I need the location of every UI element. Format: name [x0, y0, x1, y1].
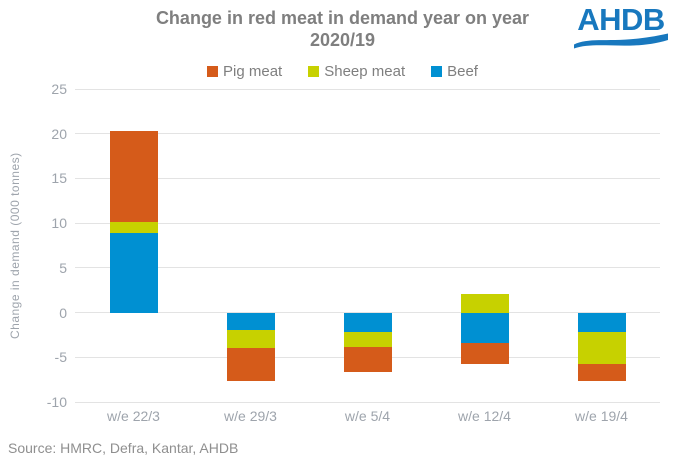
chart-title: Change in red meat in demand year on yea…	[60, 8, 625, 52]
bar-segment-sheep-meat	[577, 332, 626, 364]
legend-item-sheep-meat: Sheep meat	[308, 63, 405, 80]
x-tick-label: w/e 29/3	[224, 408, 277, 424]
y-tick-label: 15	[51, 170, 67, 187]
bar-segment-pig-meat	[109, 131, 158, 223]
legend-swatch-pig-meat	[207, 65, 219, 77]
bar-segment-sheep-meat	[226, 330, 275, 349]
y-tick-label: 5	[59, 259, 67, 276]
x-tick-label: w/e 19/4	[575, 408, 628, 424]
ahdb-logo: AHDB	[571, 4, 671, 50]
y-tick-label: 25	[51, 81, 67, 97]
y-tick-label: 10	[51, 215, 67, 232]
bar-segment-beef	[226, 312, 275, 331]
source-note: Source: HMRC, Defra, Kantar, AHDB	[8, 440, 239, 456]
y-tick-label: 0	[59, 304, 67, 321]
y-tick-label: -5	[54, 349, 67, 366]
bar-segment-sheep-meat	[343, 332, 392, 347]
legend-swatch-sheep-meat	[308, 65, 320, 77]
ahdb-wave-icon	[574, 33, 668, 49]
bar-segment-sheep-meat	[460, 293, 509, 313]
bar-segment-pig-meat	[343, 346, 392, 373]
legend-label: Sheep meat	[324, 62, 406, 80]
ahdb-logo-text: AHDB	[577, 2, 665, 37]
gridline	[75, 222, 660, 224]
y-axis-title: Change in demand (000 tonnes)	[8, 152, 22, 339]
y-tick-label: -10	[46, 394, 67, 410]
bar-segment-beef	[109, 232, 158, 313]
gridline	[75, 401, 660, 403]
bar-segment-beef	[577, 312, 626, 333]
legend-label: Pig meat	[223, 62, 283, 80]
gridline	[75, 88, 660, 90]
bar-segment-pig-meat	[226, 348, 275, 382]
legend-swatch-beef	[431, 65, 443, 77]
bar-segment-pig-meat	[460, 342, 509, 365]
y-tick-label: 20	[51, 125, 67, 142]
gridline	[75, 267, 660, 269]
x-tick-label: w/e 22/3	[107, 408, 160, 424]
legend-item-beef: Beef	[431, 63, 478, 80]
chart-title-line2: 2020/19	[309, 29, 376, 50]
legend: Pig meat Sheep meat Beef	[60, 61, 625, 81]
chart-title-line1: Change in red meat in demand year on yea…	[155, 8, 530, 28]
bar-segment-pig-meat	[577, 363, 626, 381]
gridline	[75, 133, 660, 135]
plot-area: 25 20 15 10 5 0 -5 -10 w/e 22/3 w/e 29/3 w/e 5/4 w/…	[47, 81, 660, 424]
bar-segment-sheep-meat	[109, 222, 158, 233]
gridline	[75, 177, 660, 179]
x-tick-label: w/e 12/4	[458, 408, 511, 424]
bar-segment-beef	[460, 312, 509, 343]
legend-label: Beef	[447, 62, 478, 80]
x-tick-label: w/e 5/4	[344, 408, 391, 424]
legend-item-pig-meat: Pig meat	[207, 63, 282, 80]
bar-segment-beef	[343, 312, 392, 333]
